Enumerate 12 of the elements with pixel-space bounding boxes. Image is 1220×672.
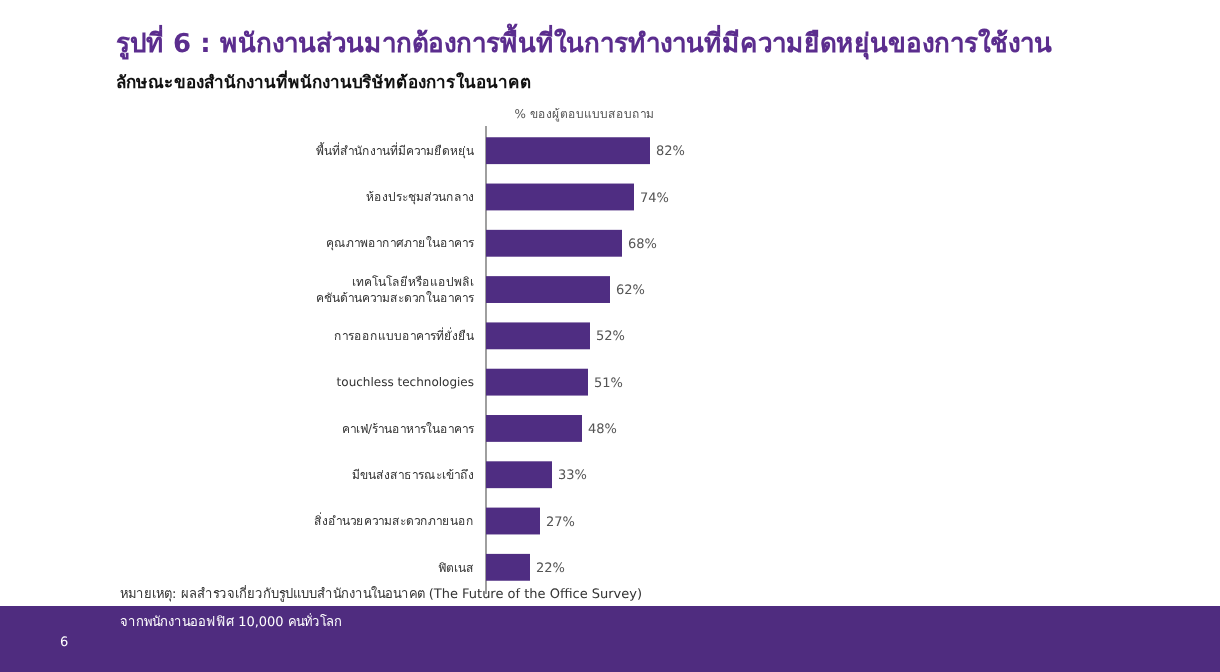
text: ลักษณะของสำนักงานที่พนักงานบริษัทต้องการในอนาคต [116,68,532,94]
bar [486,553,530,581]
bar [486,461,552,489]
bar [486,183,634,211]
bar [486,507,540,535]
bar [486,229,622,257]
bar [486,276,610,303]
bar [486,415,582,442]
bar [486,137,650,165]
bar [486,322,590,350]
chart-title: รูปที่ 6 : พนักงานส่วนมากต้องการพื้นที่ในการทำงานที่มีความยืดหยุ่นของการใช้งาน [116,22,1052,60]
bar [486,368,588,396]
